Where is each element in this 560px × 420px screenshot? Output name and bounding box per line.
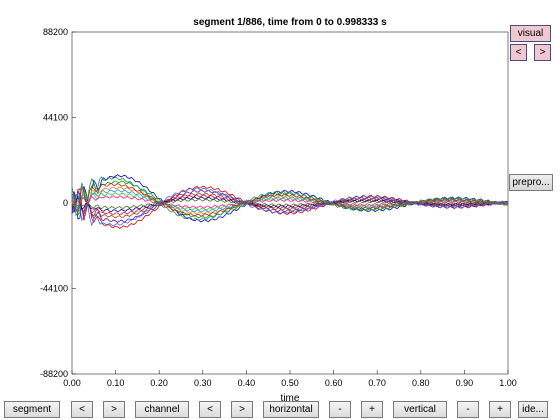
series-line — [71, 183, 509, 217]
vertical-zoom-in-button[interactable]: + — [489, 401, 511, 418]
channel-button[interactable]: channel — [135, 401, 189, 418]
x-tick-label: 0.70 — [368, 378, 386, 388]
vertical-button[interactable]: vertical — [393, 401, 447, 418]
series-line — [71, 176, 509, 221]
x-tick-label: 0.00 — [63, 378, 81, 388]
segment-next-button[interactable]: > — [103, 401, 125, 418]
x-tick-label: 0.30 — [194, 378, 212, 388]
vertical-zoom-out-button[interactable]: - — [457, 401, 479, 418]
identify-button[interactable]: ide... — [518, 401, 548, 418]
x-tick-label: 0.20 — [150, 378, 168, 388]
x-tick-label: 1.00 — [499, 378, 517, 388]
next-small-button[interactable]: > — [534, 44, 551, 61]
channel-prev-button[interactable]: < — [199, 401, 221, 418]
series-line — [71, 180, 509, 219]
segment-prev-button[interactable]: < — [71, 401, 93, 418]
x-tick-label: 0.50 — [281, 378, 299, 388]
x-tick-label: 0.60 — [325, 378, 343, 388]
preproc-button[interactable]: prepro... — [509, 174, 553, 191]
visual-button[interactable]: visual — [510, 25, 551, 42]
horizontal-zoom-out-button[interactable]: - — [329, 401, 351, 418]
x-tick-label: 0.40 — [238, 378, 256, 388]
series-line — [71, 187, 509, 227]
series-line — [71, 198, 509, 210]
chart-title: segment 1/886, time from 0 to 0.998333 s — [193, 17, 387, 28]
y-tick-label: 44100 — [43, 113, 68, 123]
y-tick-label: 0 — [63, 198, 68, 208]
x-tick-label: 0.80 — [412, 378, 430, 388]
horizontal-button[interactable]: horizontal — [263, 401, 319, 418]
horizontal-zoom-in-button[interactable]: + — [361, 401, 383, 418]
x-axis-label: time — [281, 393, 300, 404]
series-line — [71, 195, 509, 209]
x-tick-label: 0.10 — [107, 378, 125, 388]
axes-box — [71, 31, 509, 375]
channel-next-button[interactable]: > — [231, 401, 253, 418]
segment-button[interactable]: segment — [4, 401, 60, 418]
x-tick-label: 0.90 — [456, 378, 474, 388]
previous-small-button[interactable]: < — [510, 44, 527, 61]
y-tick-label: 88200 — [43, 27, 68, 37]
y-tick-label: -88200 — [40, 369, 68, 379]
y-tick-label: -44100 — [40, 284, 68, 294]
